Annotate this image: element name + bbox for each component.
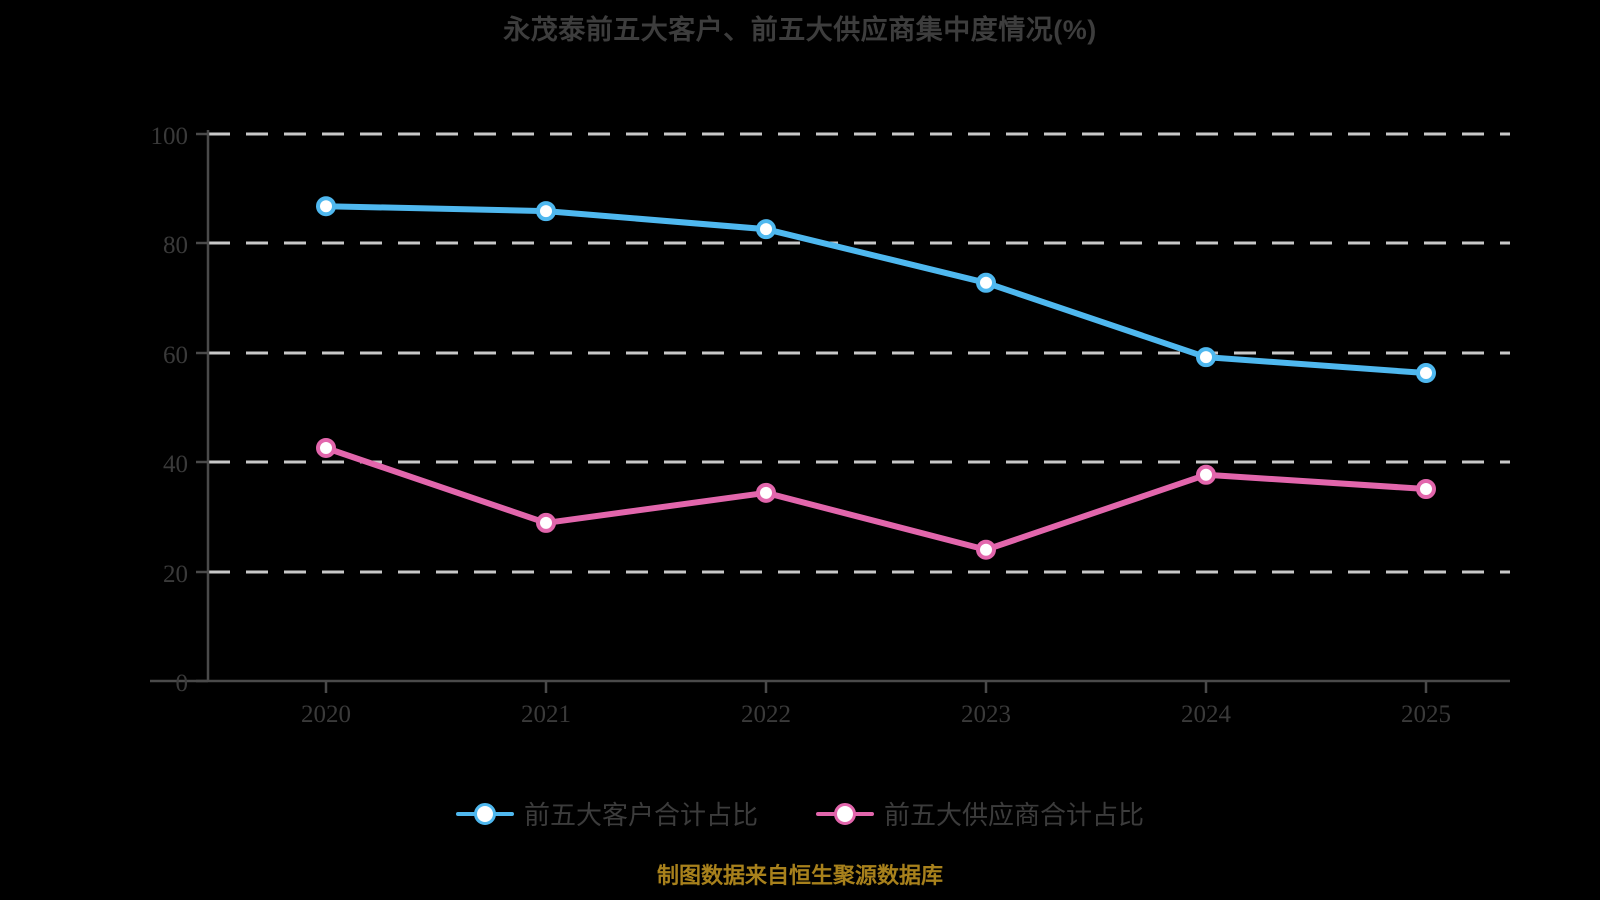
y-tick-label-20: 20 — [163, 561, 188, 588]
chart-footnote: 制图数据来自恒生聚源数据库 — [656, 863, 943, 888]
x-axis-tick-labels: 2020 2021 2022 2023 2024 2025 — [301, 701, 1451, 728]
x-tick-label-2024: 2024 — [1181, 701, 1232, 728]
legend-item-suppliers[interactable]: 前五大供应商合计占比 — [816, 795, 1144, 832]
data-point[interactable] — [1196, 347, 1216, 368]
x-tick-label-2021: 2021 — [521, 701, 571, 728]
y-tick-label-80: 80 — [163, 232, 188, 259]
series-customers — [316, 196, 1436, 384]
data-point[interactable] — [536, 201, 556, 222]
data-point[interactable] — [756, 219, 776, 240]
data-point[interactable] — [316, 437, 336, 458]
series-line — [323, 203, 1429, 377]
plot-area: 100 80 60 40 20 0 2020 2021 2022 2023 20… — [150, 123, 1510, 728]
y-tick-label-60: 60 — [163, 342, 188, 369]
data-point[interactable] — [1196, 464, 1216, 485]
chart-title: 永茂泰前五大客户、前五大供应商集中度情况(%) — [503, 15, 1097, 45]
series-line — [323, 444, 1429, 553]
chart-legend: 前五大客户合计占比 前五大供应商合计占比 — [0, 795, 1600, 832]
data-point[interactable] — [976, 272, 996, 293]
data-point[interactable] — [756, 482, 776, 503]
data-point[interactable] — [976, 539, 996, 560]
data-series-layer — [316, 196, 1436, 560]
gridlines — [208, 132, 1510, 574]
legend-item-customers[interactable]: 前五大客户合计占比 — [455, 795, 758, 832]
y-tick-label-40: 40 — [163, 451, 188, 478]
x-tick-label-2025: 2025 — [1401, 701, 1451, 728]
data-point[interactable] — [1416, 363, 1436, 384]
y-tick-label-100: 100 — [151, 123, 189, 150]
series-suppliers — [316, 437, 1436, 560]
x-tick-label-2020: 2020 — [301, 701, 351, 728]
x-tick-label-2022: 2022 — [741, 701, 791, 728]
data-point[interactable] — [316, 196, 336, 217]
legend-marker-suppliers-icon — [816, 801, 874, 827]
axes — [150, 130, 1510, 693]
legend-label-customers: 前五大客户合计占比 — [523, 800, 758, 830]
data-point[interactable] — [536, 512, 556, 533]
legend-marker-customers-icon — [455, 801, 514, 827]
x-tick-label-2023: 2023 — [961, 701, 1011, 728]
y-axis-tick-labels: 100 80 60 40 20 0 — [151, 123, 189, 697]
legend-label-suppliers: 前五大供应商合计占比 — [884, 800, 1145, 830]
y-tick-label-0: 0 — [176, 670, 189, 697]
data-point[interactable] — [1416, 479, 1436, 500]
